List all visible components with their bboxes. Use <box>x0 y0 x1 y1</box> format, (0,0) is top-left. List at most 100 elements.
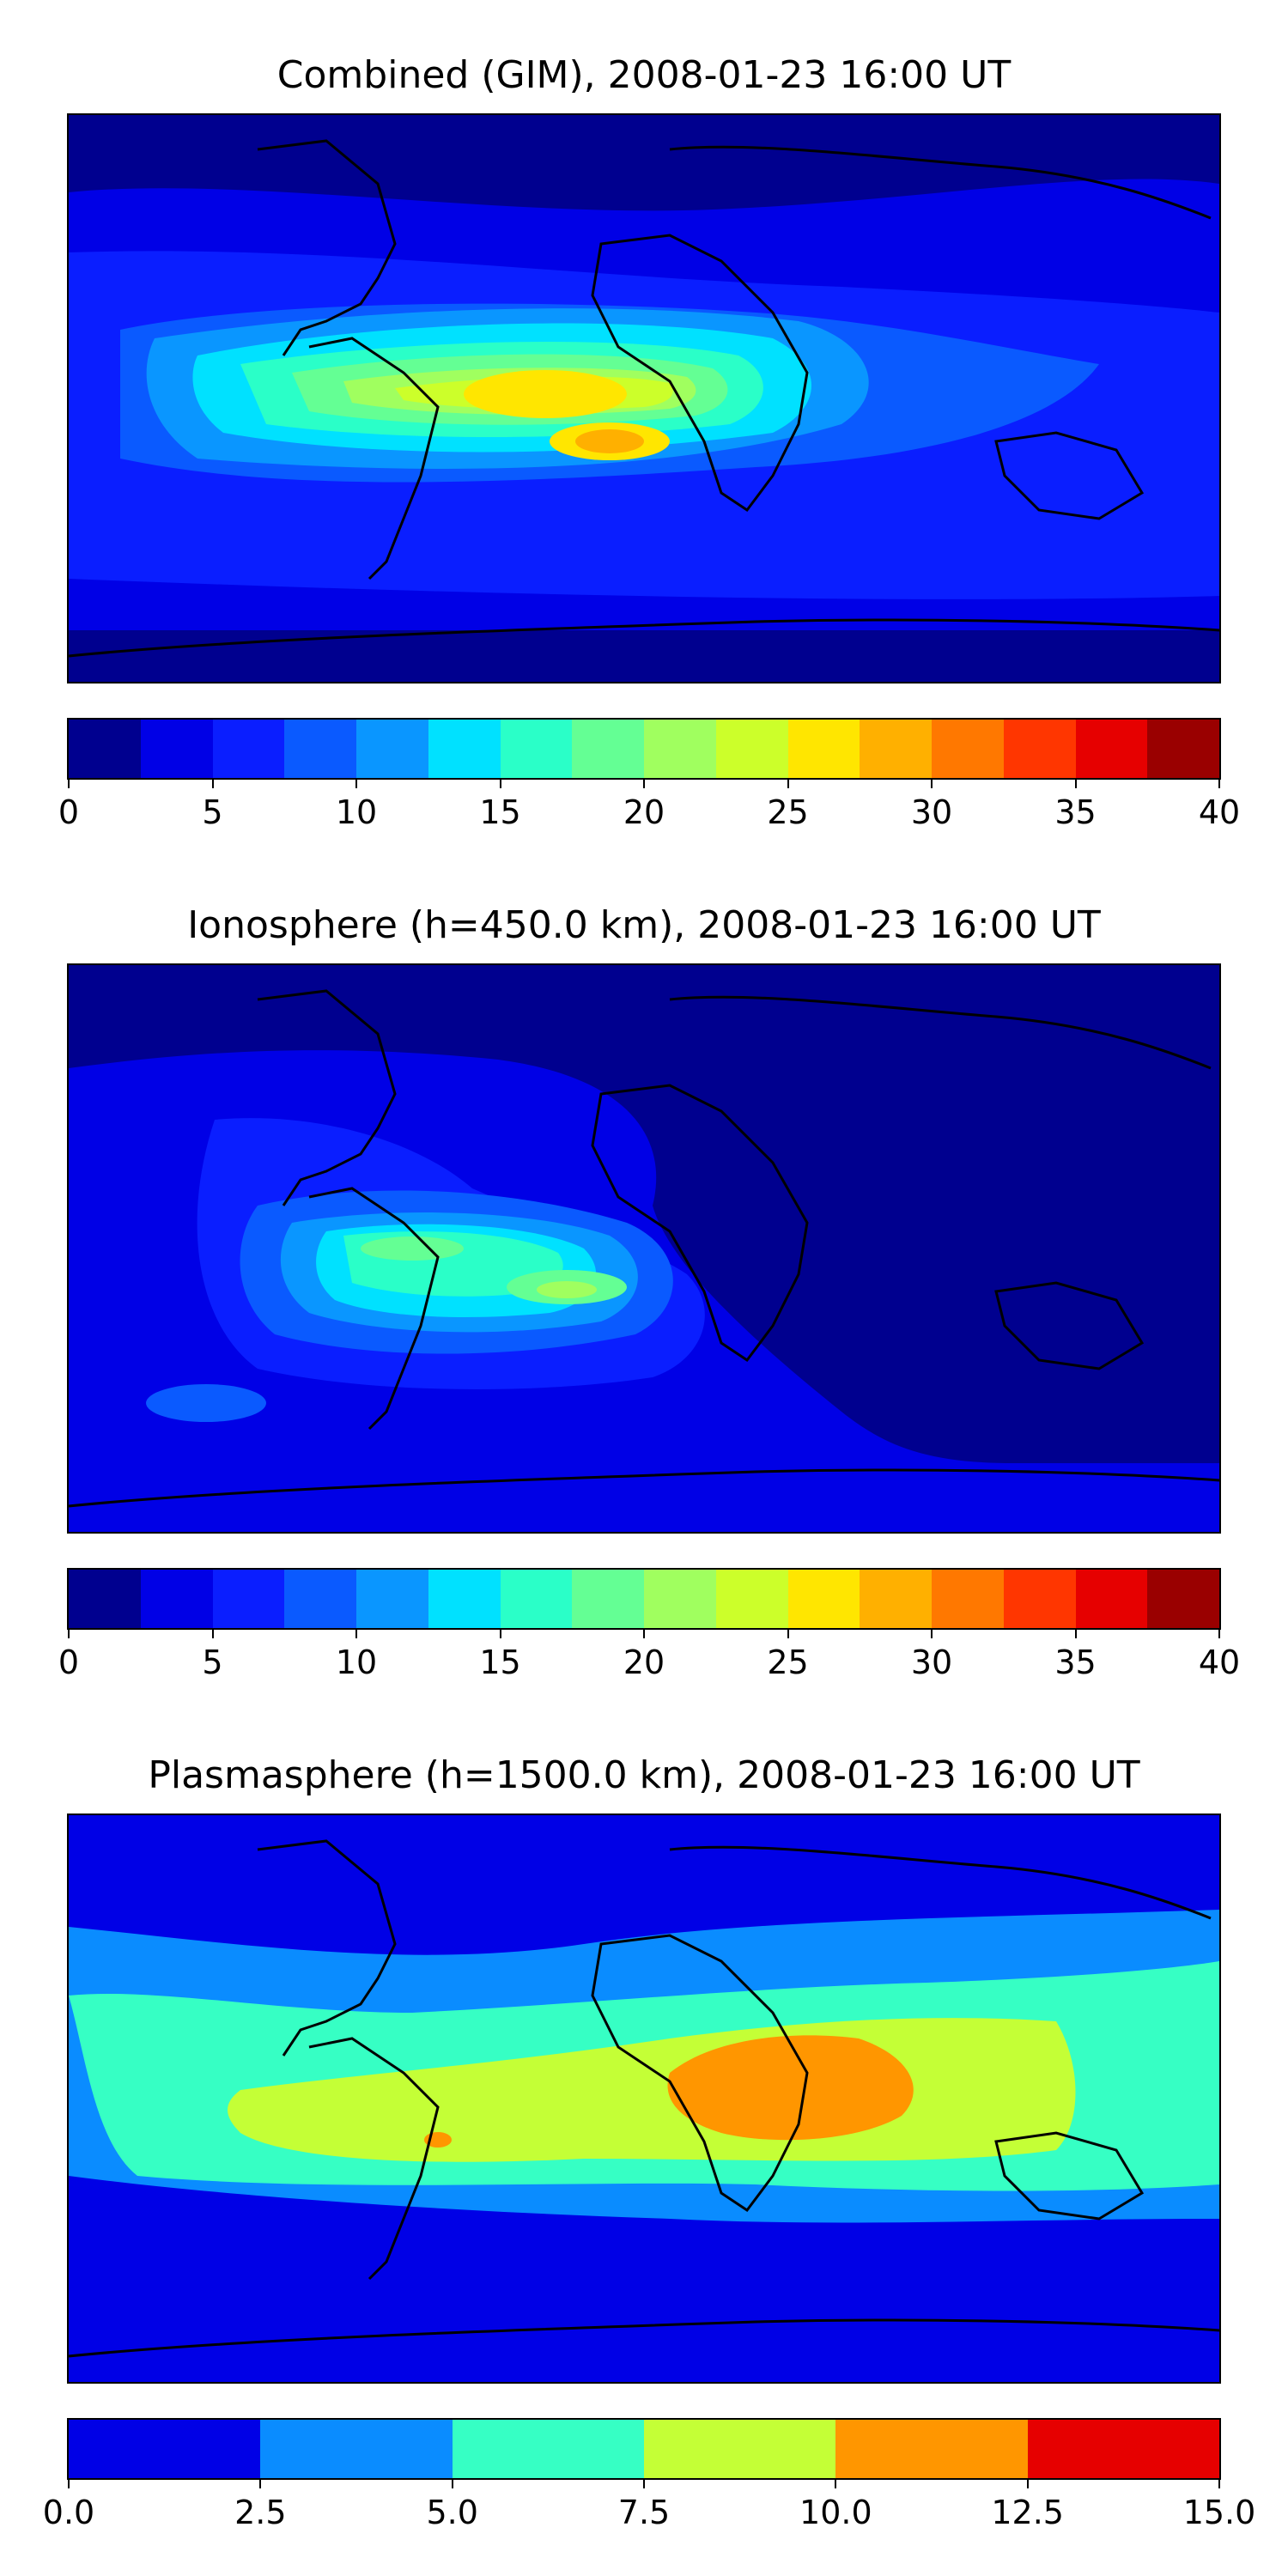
colorbar-segment <box>260 2420 453 2478</box>
panel-1-title: Combined (GIM), 2008-01-23 16:00 UT <box>276 53 1012 97</box>
colorbar-tick-label: 12.5 <box>991 2494 1064 2531</box>
colorbar-segment <box>715 720 788 778</box>
colorbar-segment <box>212 720 285 778</box>
colorbar-tick <box>643 1628 645 1638</box>
colorbar-segment <box>212 1570 285 1628</box>
colorbar-segment <box>644 1570 716 1628</box>
colorbar-tick-label: 5 <box>202 1643 223 1681</box>
colorbar-tick <box>211 778 214 788</box>
colorbar-segment <box>860 1570 932 1628</box>
colorbar-segment <box>860 720 932 778</box>
panel-2-colorbar <box>67 1568 1221 1630</box>
colorbar-segment <box>428 1570 501 1628</box>
colorbar-segment <box>572 720 644 778</box>
colorbar-tick <box>211 1628 214 1638</box>
colorbar-segment <box>1003 1570 1076 1628</box>
colorbar-tick <box>1218 778 1220 788</box>
colorbar-tick-label: 30 <box>910 793 953 831</box>
colorbar-tick <box>835 2478 837 2488</box>
colorbar-segment <box>835 2420 1028 2478</box>
colorbar-tick-label: 40 <box>1198 793 1241 831</box>
colorbar-tick <box>499 1628 501 1638</box>
colorbar-tick-label: 35 <box>1054 1643 1097 1681</box>
panel-3-colorbar <box>67 2418 1221 2480</box>
colorbar-segment <box>428 720 501 778</box>
colorbar-segment <box>284 1570 356 1628</box>
colorbar-tick-label: 20 <box>623 793 665 831</box>
colorbar-tick-label: 2.5 <box>234 2494 287 2531</box>
colorbar-tick <box>787 778 789 788</box>
colorbar-segment <box>284 720 356 778</box>
colorbar-tick-label: 25 <box>767 1643 809 1681</box>
colorbar-segment <box>715 1570 788 1628</box>
colorbar-tick-label: 15.0 <box>1182 2494 1256 2531</box>
colorbar-segment <box>787 1570 860 1628</box>
colorbar-tick <box>1218 2478 1220 2488</box>
colorbar-tick-label: 10.0 <box>799 2494 872 2531</box>
panel-1-colorbar <box>67 718 1221 780</box>
colorbar-tick <box>931 1628 933 1638</box>
colorbar-segment <box>1027 2420 1219 2478</box>
colorbar-tick-label: 5 <box>202 793 223 831</box>
colorbar-tick <box>1074 1628 1077 1638</box>
panel-3-contour-field <box>69 1815 1219 2382</box>
panel-2-colorbar-ticks: 0 5 10 15 20 25 30 35 40 <box>58 1628 1240 1681</box>
colorbar-tick <box>643 778 645 788</box>
colorbar-segment <box>644 720 716 778</box>
colorbar-tick-label: 0.0 <box>42 2494 95 2531</box>
colorbar-segment <box>1147 720 1219 778</box>
panel-3-coastlines <box>69 1839 1219 2358</box>
colorbar-segment <box>356 720 428 778</box>
panel-3-title: Plasmasphere (h=1500.0 km), 2008-01-23 1… <box>148 1753 1140 1797</box>
panel-1-colorbar-ticks: 0 5 10 15 20 25 30 35 40 <box>58 778 1240 831</box>
colorbar-tick <box>643 2478 645 2488</box>
colorbar-tick-label: 35 <box>1054 793 1097 831</box>
colorbar-tick <box>787 1628 789 1638</box>
colorbar-segment <box>500 720 573 778</box>
colorbar-tick-label: 7.5 <box>617 2494 671 2531</box>
colorbar-tick <box>68 2478 70 2488</box>
colorbar-tick <box>499 778 501 788</box>
colorbar-segment <box>500 1570 573 1628</box>
colorbar-tick-label: 15 <box>479 793 521 831</box>
colorbar-tick <box>68 1628 70 1638</box>
colorbar-segment <box>356 1570 428 1628</box>
colorbar-tick-label: 0 <box>58 793 80 831</box>
colorbar-tick-label: 25 <box>767 793 809 831</box>
colorbar-tick <box>259 2478 262 2488</box>
panel-1-coastlines <box>69 139 1219 658</box>
colorbar-segment <box>69 720 141 778</box>
colorbar-segment <box>787 720 860 778</box>
colorbar-segment <box>1003 720 1076 778</box>
panel-2-coastlines <box>69 989 1219 1508</box>
panel-3-map <box>67 1814 1221 2384</box>
colorbar-tick-label: 5.0 <box>426 2494 478 2531</box>
colorbar-tick <box>451 2478 453 2488</box>
colorbar-segment <box>572 1570 644 1628</box>
colorbar-segment <box>1147 1570 1219 1628</box>
colorbar-segment <box>69 1570 141 1628</box>
colorbar-tick-label: 20 <box>623 1643 665 1681</box>
colorbar-segment <box>643 2420 836 2478</box>
colorbar-tick-label: 30 <box>910 1643 953 1681</box>
panel-2-title: Ionosphere (h=450.0 km), 2008-01-23 16:0… <box>187 903 1101 947</box>
panel-3-colorbar-ticks: 0.0 2.5 5.0 7.5 10.0 12.5 15.0 <box>43 2478 1255 2531</box>
colorbar-tick-label: 10 <box>335 1643 378 1681</box>
colorbar-tick <box>355 1628 357 1638</box>
colorbar-segment <box>932 1570 1004 1628</box>
colorbar-segment <box>69 2420 261 2478</box>
colorbar-segment <box>140 1570 213 1628</box>
colorbar-tick <box>1218 1628 1220 1638</box>
colorbar-segment <box>932 720 1004 778</box>
colorbar-tick-label: 15 <box>479 1643 521 1681</box>
colorbar-tick <box>1074 778 1077 788</box>
panel-1-map <box>67 113 1221 683</box>
colorbar-segment <box>1075 720 1148 778</box>
panel-2-contour-field <box>69 965 1219 1532</box>
colorbar-segment <box>1075 1570 1148 1628</box>
panel-1-contour-field <box>69 115 1219 682</box>
colorbar-tick <box>931 778 933 788</box>
colorbar-tick <box>355 778 357 788</box>
colorbar-tick <box>68 778 70 788</box>
panel-2-map <box>67 963 1221 1534</box>
